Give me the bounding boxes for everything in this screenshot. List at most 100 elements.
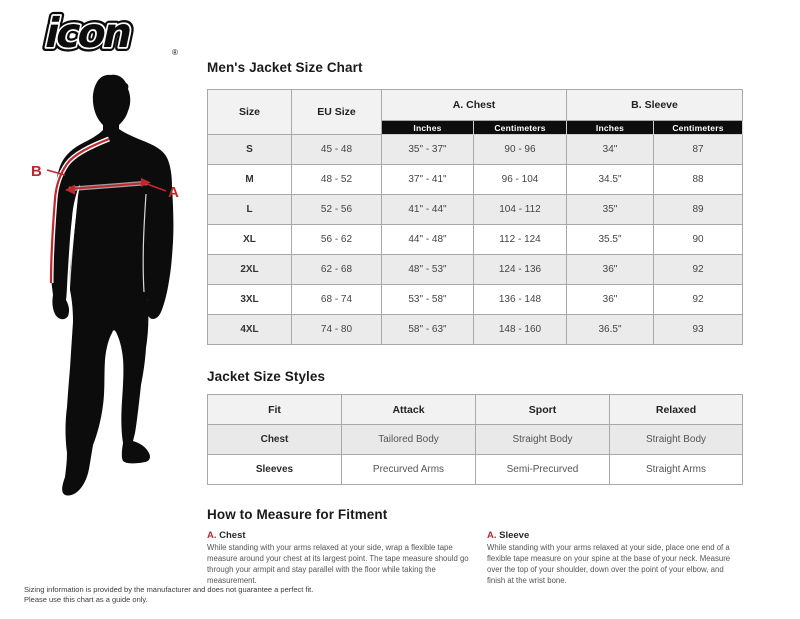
col-header-size: Size — [207, 89, 292, 135]
measure-chest-text: While standing with your arms relaxed at… — [207, 543, 469, 585]
cell-size: L — [207, 194, 292, 225]
styles-table-title: Jacket Size Styles — [207, 369, 326, 384]
measure-chest-prefix: A. — [207, 530, 217, 541]
cell-sport-sleeves: Semi-Precurved — [475, 454, 610, 485]
measure-instructions: A. Chest While standing with your arms r… — [207, 530, 744, 587]
table-row: Sleeves Precurved Arms Semi-Precurved St… — [207, 454, 743, 485]
cell-size: 3XL — [207, 284, 292, 315]
cell-chest-in: 53" - 58" — [381, 284, 474, 315]
cell-sleeve-cm: 87 — [652, 134, 744, 165]
measure-chest-label: A. Chest — [207, 530, 475, 541]
table-row: 3XL 68 - 74 53" - 58" 136 - 148 36" 92 — [207, 284, 744, 315]
jacket-styles-table: Fit Attack Sport Relaxed Chest Tailored … — [207, 394, 743, 485]
cell-chest-in: 41" - 44" — [381, 194, 474, 225]
cell-size: M — [207, 164, 292, 195]
measure-chest-name: Chest — [219, 530, 246, 541]
cell-sleeve-in: 34" — [566, 134, 654, 165]
measure-sleeve-label: A. Sleeve — [487, 530, 744, 541]
label-a-leader-line — [146, 183, 167, 192]
table-row: S 45 - 48 35" - 37" 90 - 96 34" 87 — [207, 134, 744, 165]
cell-chest-in: 48" - 53" — [381, 254, 474, 285]
cell-chest-in: 35" - 37" — [381, 134, 474, 165]
chest-arrowhead-left — [65, 184, 75, 195]
cell-sleeve-cm: 92 — [652, 254, 744, 285]
disclaimer-line-2: Please use this chart as a guide only. — [24, 595, 148, 605]
logo-outline: icon — [41, 9, 135, 56]
cell-eu: 62 - 68 — [291, 254, 382, 285]
cell-sleeve-cm: 89 — [652, 194, 744, 225]
measure-chest-block: A. Chest While standing with your arms r… — [207, 530, 475, 587]
chest-measure-arrow — [68, 182, 148, 190]
cell-chest-in: 44" - 48" — [381, 224, 474, 255]
sleeve-measure-line — [49, 137, 110, 284]
cell-chest-cm: 90 - 96 — [473, 134, 567, 165]
measure-section-title: How to Measure for Fitment — [207, 507, 388, 522]
logo-inline: icon — [41, 9, 135, 56]
measure-sleeve-prefix: A. — [487, 530, 497, 541]
cell-attack-sleeves: Precurved Arms — [341, 454, 476, 485]
chest-arrowhead-right — [141, 178, 151, 187]
logo-text: icon — [41, 9, 135, 56]
cell-eu: 68 - 74 — [291, 284, 382, 315]
arm-gap-right — [142, 193, 147, 293]
icon-logo: icon icon icon ® — [20, 4, 190, 65]
cell-relaxed-sleeves: Straight Arms — [609, 454, 743, 485]
cell-sleeve-cm: 90 — [652, 224, 744, 255]
cell-eu: 45 - 48 — [291, 134, 382, 165]
col-header-eu-size: EU Size — [291, 89, 382, 135]
measurement-diagram: B A — [23, 72, 193, 509]
measure-sleeve-name: Sleeve — [499, 530, 530, 541]
cell-sleeve-cm: 92 — [652, 284, 744, 315]
cell-sleeve-in: 36.5" — [566, 314, 654, 345]
icon-logo-graphic: icon icon icon ® — [37, 5, 178, 60]
cell-chest-cm: 104 - 112 — [473, 194, 567, 225]
cell-eu: 52 - 56 — [291, 194, 382, 225]
table-row: M 48 - 52 37" - 41" 96 - 104 34.5" 88 — [207, 164, 744, 195]
cell-sport-chest: Straight Body — [475, 424, 610, 455]
col-header-attack: Attack — [341, 394, 476, 425]
cell-chest-cm: 124 - 136 — [473, 254, 567, 285]
size-chart-subheader-row: Inches Centimeters Inches Centimeters — [208, 120, 744, 135]
col-header-sleeve-centimeters: Centimeters — [652, 120, 744, 135]
cell-size: S — [207, 134, 292, 165]
cell-row-label: Sleeves — [207, 454, 342, 485]
cell-eu: 48 - 52 — [291, 164, 382, 195]
arm-gap-left — [68, 197, 78, 295]
cell-relaxed-chest: Straight Body — [609, 424, 743, 455]
silhouette-svg: B A — [31, 74, 179, 496]
cell-chest-in: 58" - 63" — [381, 314, 474, 345]
disclaimer-line-1: Sizing information is provided by the ma… — [24, 585, 314, 594]
cell-chest-cm: 136 - 148 — [473, 284, 567, 315]
label-b: B — [31, 163, 42, 180]
styles-header-row: Fit Attack Sport Relaxed — [207, 394, 743, 425]
cell-sleeve-cm: 88 — [652, 164, 744, 195]
col-header-sport: Sport — [475, 394, 610, 425]
cell-sleeve-in: 36" — [566, 254, 654, 285]
cell-row-label: Chest — [207, 424, 342, 455]
label-a: A — [168, 184, 179, 201]
col-header-sleeve-inches: Inches — [566, 120, 654, 135]
cell-chest-cm: 112 - 124 — [473, 224, 567, 255]
label-b-leader-line — [46, 169, 66, 176]
cell-size: XL — [207, 224, 292, 255]
col-header-relaxed: Relaxed — [609, 394, 743, 425]
cell-sleeve-in: 35" — [566, 194, 654, 225]
table-row: 4XL 74 - 80 58" - 63" 148 - 160 36.5" 93 — [207, 314, 744, 345]
registered-mark: ® — [172, 48, 178, 57]
measure-sleeve-block: A. Sleeve While standing with your arms … — [487, 530, 744, 587]
cell-sleeve-cm: 93 — [652, 314, 744, 345]
cell-attack-chest: Tailored Body — [341, 424, 476, 455]
cell-size: 2XL — [207, 254, 292, 285]
cell-eu: 56 - 62 — [291, 224, 382, 255]
measure-sleeve-text: While standing with your arms relaxed at… — [487, 543, 731, 585]
cell-chest-cm: 148 - 160 — [473, 314, 567, 345]
size-chart-title: Men's Jacket Size Chart — [207, 60, 363, 75]
cell-sleeve-in: 35.5" — [566, 224, 654, 255]
cell-chest-in: 37" - 41" — [381, 164, 474, 195]
cell-sleeve-in: 34.5" — [566, 164, 654, 195]
col-header-sleeve: B. Sleeve — [565, 89, 744, 121]
content-column: Men's Jacket Size Chart Size EU Size A. … — [207, 60, 744, 587]
cell-size: 4XL — [207, 314, 292, 345]
table-row: L 52 - 56 41" - 44" 104 - 112 35" 89 — [207, 194, 744, 225]
